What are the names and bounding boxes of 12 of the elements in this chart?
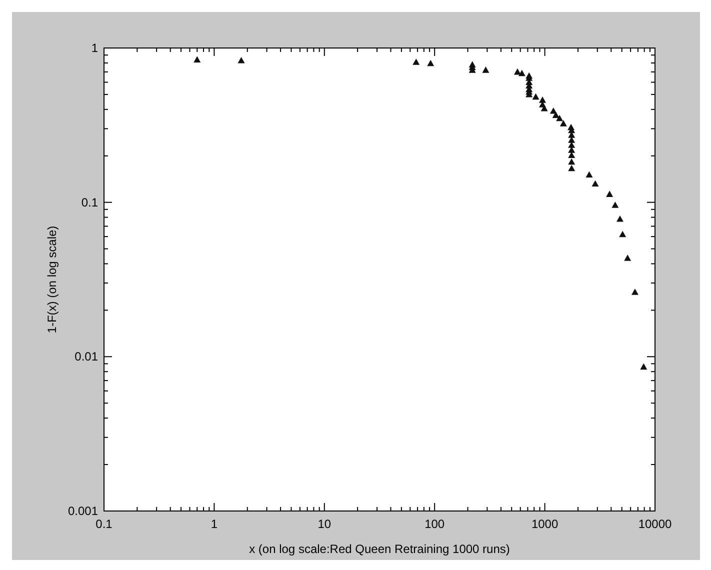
x-tick-label: 10 [318, 517, 332, 531]
y-tick-label: 0.01 [74, 350, 98, 364]
x-tick-label: 1 [210, 517, 218, 531]
x-tick-label: 0.1 [96, 517, 113, 531]
y-axis-title: 1-F(x) (on log scale) [45, 226, 59, 334]
x-tick-label: 10000 [638, 517, 672, 531]
y-tick-label: 0.1 [81, 195, 98, 210]
x-tick-label: 100 [424, 517, 445, 531]
y-tick-label: 0.001 [68, 504, 98, 518]
x-tick-label: 1000 [531, 517, 558, 531]
x-axis-title: x (on log scale:Red Queen Retraining 1000 runs) [249, 542, 510, 556]
y-tick-label: 1 [91, 41, 98, 55]
